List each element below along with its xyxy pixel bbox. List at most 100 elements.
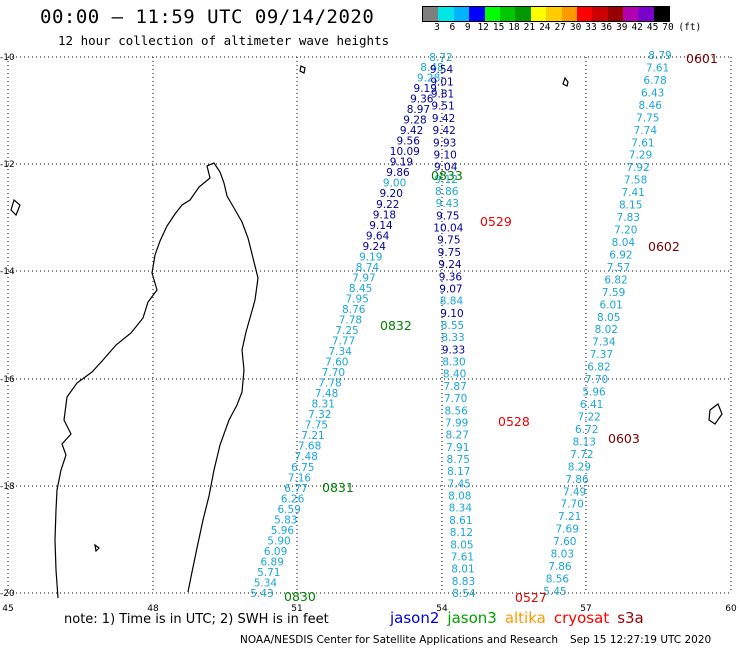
swh-value: 7.29 — [629, 150, 652, 162]
swh-value: 7.21 — [301, 430, 324, 442]
swh-value: 5.43 — [250, 588, 273, 600]
swh-value: 7.61 — [631, 137, 654, 149]
swh-value: 8.45 — [349, 283, 372, 295]
wave-height-colorbar — [422, 6, 671, 22]
madagascar-coast — [54, 162, 259, 599]
swh-value: 7.37 — [590, 349, 613, 361]
swh-value: 9.22 — [376, 199, 399, 211]
swh-value: 9.10 — [440, 308, 463, 320]
track-jason2: 8.729.549.019.819.519.429.429.939.109.04… — [429, 52, 476, 600]
swh-value: 7.86 — [565, 474, 589, 486]
colorbar-label: 45 — [646, 22, 659, 33]
swh-value: 7.58 — [624, 175, 647, 187]
swh-value: 8.40 — [443, 369, 466, 381]
swh-value: 7.57 — [607, 262, 630, 274]
swh-value: 7.97 — [352, 272, 375, 284]
swh-value: 8.84 — [440, 296, 464, 308]
swh-value: 7.92 — [626, 162, 649, 174]
swh-value: 5.71 — [257, 567, 280, 579]
colorbar-label: 30 — [569, 22, 582, 33]
colorbar-swatch — [438, 7, 454, 21]
track-time-label: 0603 — [608, 431, 640, 446]
swh-value: 8.72 — [429, 52, 452, 64]
swh-value: 9.86 — [386, 167, 410, 179]
swh-value: 7.77 — [332, 336, 355, 348]
swh-value: 6.92 — [609, 249, 632, 261]
colorbar-swatch — [653, 7, 670, 21]
track-time-label: 0601 — [686, 51, 718, 66]
credit-line: NOAA/NESDIS Center for Satellite Applica… — [240, 634, 711, 646]
colorbar-label: 33 — [585, 22, 597, 33]
swh-value: 10.09 — [390, 146, 420, 158]
colorbar-label: 39 — [616, 22, 628, 33]
swh-value: 8.76 — [342, 304, 366, 316]
swh-value: 7.69 — [556, 524, 579, 536]
swh-value: 8.97 — [407, 104, 430, 116]
lat-tick-label: -14 — [0, 267, 15, 277]
lat-lon-grid: 45 48 51 54 57 60 -10 -12 -14 -16 -18 -20 — [0, 53, 737, 614]
lat-tick-label: -16 — [0, 375, 15, 385]
colorbar-swatch — [484, 7, 500, 21]
lon-tick-label: 60 — [725, 604, 737, 614]
map-title: 00:00 – 11:59 UTC 09/14/2020 — [40, 6, 375, 28]
swh-value: 9.93 — [433, 137, 456, 149]
lon-tick-label: 48 — [147, 604, 159, 614]
swh-value: 6.82 — [604, 274, 627, 286]
swh-value: 9.36 — [439, 271, 463, 283]
swh-value: 8.74 — [356, 262, 380, 274]
swh-value: 7.61 — [451, 551, 474, 563]
swh-value: 8.31 — [312, 399, 335, 411]
swh-value: 5.45 — [543, 586, 566, 598]
altimeter-tracks: 8.489.289.199.368.979.289.429.5610.099.1… — [250, 50, 671, 600]
lat-tick-label: -12 — [0, 160, 15, 170]
legend-jason2: jason2 — [390, 609, 440, 627]
swh-value: 5.96 — [271, 525, 295, 537]
credit-text: NOAA/NESDIS Center for Satellite Applica… — [240, 634, 558, 646]
swh-value: 9.54 — [430, 64, 454, 76]
colorbar-swatch — [638, 7, 654, 21]
swh-value: 7.48 — [295, 451, 318, 463]
swh-value: 9.24 — [438, 259, 462, 271]
swh-value: 8.54 — [452, 588, 476, 600]
reunion-islet — [708, 403, 723, 425]
track-time-label: 0602 — [648, 239, 680, 254]
satellite-legend: jason2 jason3 altika cryosat s3a — [390, 609, 652, 627]
units-note: note: 1) Time is in UTC; 2) SWH is in fe… — [64, 612, 329, 627]
swh-value: 9.42 — [432, 113, 455, 125]
track-time-label: 0528 — [498, 414, 530, 429]
swh-value: 8.01 — [451, 564, 474, 576]
colorbar-swatch — [469, 7, 485, 21]
colorbar-swatch — [515, 7, 531, 21]
track-time-label: 0831 — [322, 480, 354, 495]
swh-value: 9.28 — [403, 115, 426, 127]
colorbar-label: 24 — [539, 22, 551, 33]
swh-value: 6.82 — [587, 362, 610, 374]
colorbar-label: 42 — [631, 22, 643, 33]
colorbar-swatch — [546, 7, 562, 21]
swh-value: 7.25 — [335, 325, 358, 337]
swh-value: 9.14 — [369, 220, 393, 232]
west-islet-a — [10, 198, 21, 217]
swh-value: 9.42 — [400, 125, 423, 137]
colorbar-swatch — [561, 7, 577, 21]
west-islet-b — [94, 543, 100, 553]
swh-value: 6.59 — [278, 504, 301, 516]
swh-value: 7.75 — [636, 112, 659, 124]
swh-value: 7.70 — [444, 393, 467, 405]
lat-tick-label: -10 — [0, 53, 15, 63]
swh-value: 7.45 — [448, 478, 471, 490]
swh-value: 6.72 — [575, 424, 598, 436]
swh-value: 8.86 — [435, 186, 459, 198]
swh-value: 9.75 — [436, 210, 459, 222]
swh-value: 9.19 — [359, 251, 382, 263]
swh-value: 7.32 — [308, 409, 331, 421]
swh-value: 9.04 — [434, 162, 458, 174]
colorbar-swatch — [607, 7, 624, 21]
colorbar-swatch — [592, 7, 608, 21]
track-time-label: 0832 — [380, 318, 412, 333]
swh-value: 8.13 — [573, 436, 596, 448]
swh-value: 8.03 — [551, 549, 574, 561]
swh-value: 7.87 — [443, 381, 466, 393]
colorbar-label: 70 — [662, 22, 674, 33]
